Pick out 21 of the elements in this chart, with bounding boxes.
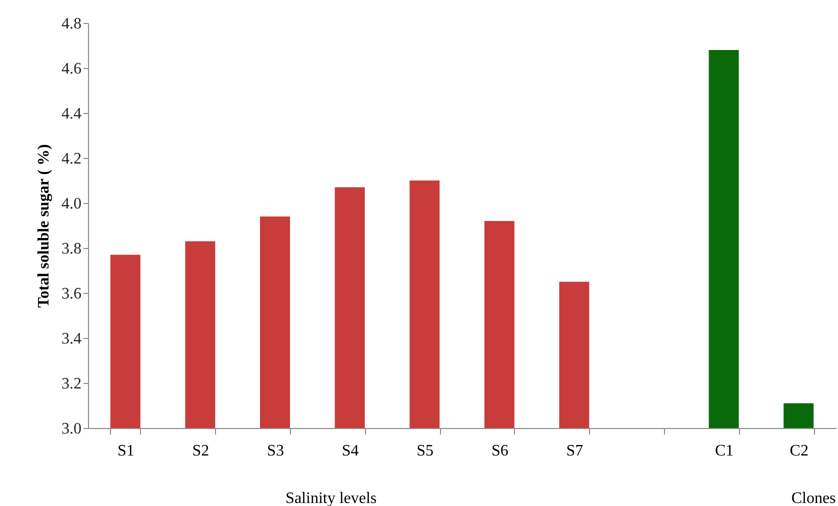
y-tick-label: 4.8 xyxy=(62,16,82,32)
x-tick-label: S2 xyxy=(192,442,210,460)
x-tick-label: S1 xyxy=(117,442,134,460)
y-tick-label: 3.8 xyxy=(62,240,82,258)
y-tick-label: 4.4 xyxy=(62,106,82,122)
x-tick-label: S6 xyxy=(491,442,508,460)
y-tick-label: 3.6 xyxy=(62,286,82,302)
y-tick-label: 3.0 xyxy=(62,420,82,438)
y-tick-label: 4.6 xyxy=(62,60,82,78)
x-tick-label: C2 xyxy=(790,442,808,460)
y-tick-label: 3.2 xyxy=(62,376,82,392)
y-tick-label: 4.2 xyxy=(62,150,82,168)
y-tick-label: 3.4 xyxy=(62,330,82,348)
y-axis-title: Total soluble sugar ( %) xyxy=(36,144,52,308)
x-tick-label: C1 xyxy=(714,442,734,460)
x-tick-label: S4 xyxy=(342,442,359,460)
x-tick-label: S5 xyxy=(416,442,434,460)
text: Clones xyxy=(791,490,836,506)
x-tick-label: S3 xyxy=(267,442,284,460)
y-tick-label: 4.0 xyxy=(62,196,82,212)
x-tick-label: S7 xyxy=(566,442,584,460)
